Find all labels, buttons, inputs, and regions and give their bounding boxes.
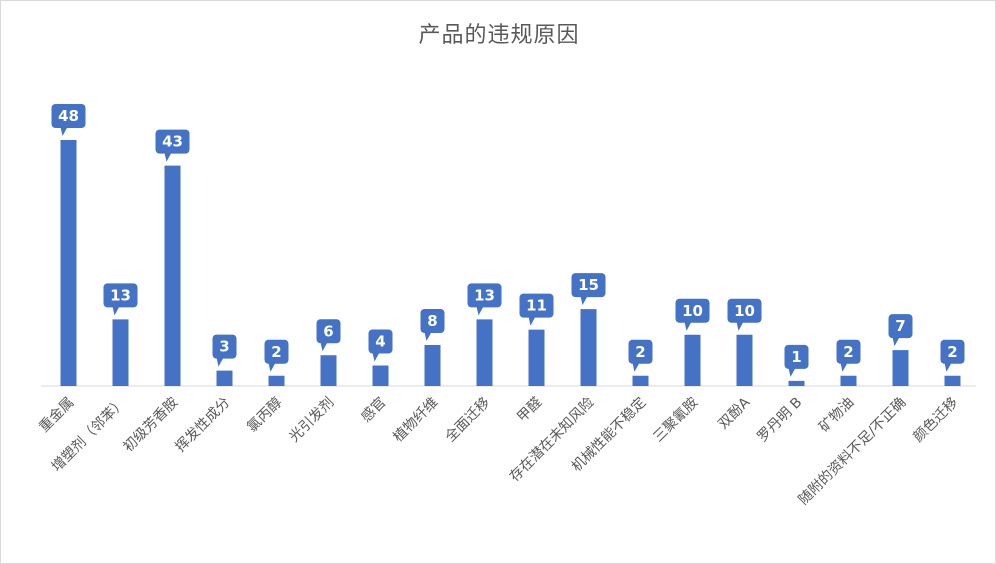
data-label-pointer [216, 357, 224, 367]
category-label: 感官 [358, 394, 390, 426]
data-label-pointer [372, 352, 380, 362]
data-label: 10 [734, 302, 755, 320]
data-label-pointer [580, 296, 588, 306]
data-label-bubble [784, 344, 809, 369]
data-label-bubble [888, 314, 913, 339]
data-label-pointer [424, 332, 432, 341]
bar [892, 350, 909, 386]
data-label: 8 [427, 312, 437, 330]
data-label-pointer [632, 362, 640, 372]
data-label-bubble [467, 283, 502, 308]
data-label-pointer [476, 306, 484, 316]
data-label-pointer [840, 362, 848, 372]
data-label: 3 [219, 338, 229, 356]
data-label-pointer [684, 321, 692, 331]
data-label: 1 [791, 348, 801, 366]
bar [580, 309, 597, 386]
category-label: 甲醛 [514, 395, 545, 426]
bar [944, 375, 961, 386]
data-label: 4 [375, 333, 385, 351]
data-label: 13 [110, 286, 131, 304]
category-label: 三聚氰胺 [650, 395, 701, 446]
data-label-pointer [320, 342, 328, 352]
category-label: 随附的资料不足/不正确 [796, 395, 910, 509]
data-label-bubble [212, 334, 237, 359]
chart-title: 产品的违规原因 [418, 23, 580, 48]
data-label-bubble [51, 104, 86, 128]
bar [788, 380, 805, 386]
data-label-pointer [268, 362, 276, 372]
data-label-pointer [736, 321, 744, 331]
data-label-pointer [788, 367, 796, 377]
data-label-bubble [940, 339, 965, 364]
data-label: 6 [323, 322, 333, 340]
bars-group [60, 140, 961, 386]
data-label: 2 [635, 343, 645, 361]
category-label: 重金属 [36, 395, 77, 436]
data-label: 2 [947, 343, 957, 361]
bar [320, 355, 337, 386]
data-label-bubble [519, 293, 554, 318]
data-label: 7 [895, 317, 905, 335]
bar [424, 345, 441, 386]
category-label: 矿物油 [816, 395, 857, 436]
data-label-bubble [368, 329, 393, 354]
data-label: 15 [578, 276, 599, 294]
bar [736, 334, 753, 386]
bar [476, 319, 493, 386]
data-label-bubble [727, 298, 762, 323]
data-label-bubble [316, 319, 341, 344]
data-label-pointer [528, 316, 536, 326]
data-label-pointer [164, 152, 172, 162]
data-label-bubble [103, 283, 138, 308]
data-label-bubble [571, 273, 606, 298]
data-label-bubble [675, 298, 710, 323]
bar [684, 334, 701, 386]
data-label-bubble [628, 339, 653, 364]
data-label-bubble [836, 339, 861, 364]
bar [268, 375, 285, 386]
data-label: 11 [526, 297, 547, 315]
category-label: 挥发性成分 [173, 395, 234, 456]
data-label: 43 [162, 133, 183, 151]
category-label: 植物纤维 [390, 395, 441, 446]
category-label: 初级芳香胺 [120, 394, 182, 456]
data-label: 2 [271, 343, 281, 361]
bar [60, 140, 77, 386]
bar [164, 165, 181, 386]
data-label: 13 [474, 286, 495, 304]
category-label: 双酚A [715, 394, 753, 432]
bar [216, 370, 233, 386]
bar [372, 365, 389, 386]
data-label-bubble [155, 129, 190, 154]
data-label-pointer [60, 127, 68, 136]
data-label: 10 [682, 302, 703, 320]
category-label: 光引发剂 [286, 395, 337, 446]
data-label: 48 [58, 107, 79, 125]
category-label: 氯丙醇 [244, 394, 286, 436]
bar [112, 319, 129, 386]
category-label: 罗丹明 B [754, 395, 805, 446]
bar [632, 375, 649, 386]
bar [840, 375, 857, 386]
data-label-pointer [112, 306, 120, 316]
category-label: 颜色迁移 [910, 394, 962, 446]
data-label-bubble [264, 339, 289, 364]
data-label: 2 [843, 343, 853, 361]
category-label: 全面迁移 [442, 394, 494, 446]
data-label-bubble [420, 309, 445, 333]
bar [528, 329, 545, 386]
data-label-pointer [944, 362, 952, 372]
data-label-pointer [892, 337, 900, 347]
